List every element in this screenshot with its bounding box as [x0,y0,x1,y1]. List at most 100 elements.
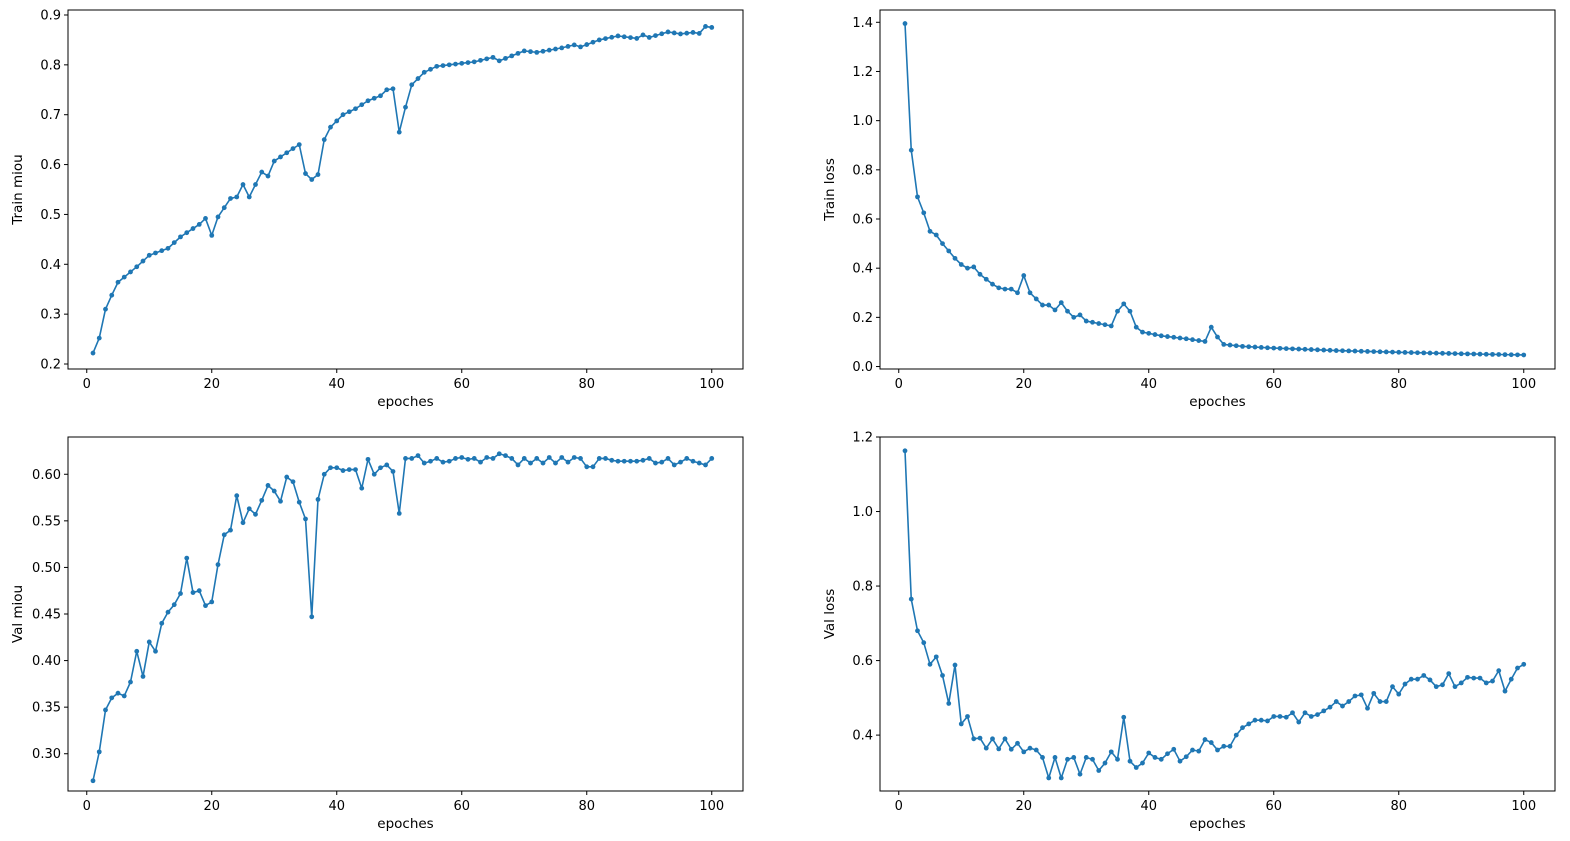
train-miou-data-point [653,33,658,38]
train-miou-x-tick-label: 40 [328,377,345,392]
val-miou-data-point [153,648,158,654]
val-miou-data-point [315,497,321,502]
train-miou-data-point [640,32,646,38]
val-miou-data-point [415,453,421,459]
train-loss-data-point [1008,286,1014,292]
train-miou-data-point [646,35,652,40]
train-miou-data-point [159,248,165,254]
train-miou-data-point [515,50,521,56]
train-loss-data-point [1190,337,1195,343]
val-loss-data-point [1033,747,1039,753]
train-miou-data-point [140,258,146,264]
train-miou-data-point [684,30,690,36]
val-miou-data-point [684,456,690,461]
train-loss-x-axis-label: epoches [1189,394,1245,410]
val-loss-data-point [1490,678,1495,684]
train-miou-data-point [459,60,465,66]
val-miou-y-tick-label: 0.30 [32,747,61,762]
val-miou-data-point [628,458,633,464]
val-loss-data-point [1071,755,1077,760]
train-miou-data-point [165,245,171,251]
val-miou-x-tick: 100 [699,791,724,814]
train-miou-axes-frame [67,9,744,370]
train-miou-data-point [334,118,340,124]
train-loss-data-point [1502,352,1508,358]
val-miou-data-point [171,602,177,608]
train-miou-x-tick-label: 80 [578,377,595,392]
val-loss-data-point [1452,684,1458,690]
train-loss-data-point [927,228,933,234]
train-loss-data-point [1458,351,1464,357]
train-loss-data-point [1240,343,1245,349]
train-miou-data-point [696,31,702,36]
val-loss-data-point [921,640,927,646]
train-miou-data-point [634,36,640,41]
val-miou-data-point [653,460,658,466]
train-loss-data-point [1515,352,1520,358]
val-miou-x-tick: 0 [83,791,91,814]
train-miou-data-point [540,48,546,54]
train-miou-data-point [96,335,102,341]
train-miou-data-point [234,194,240,200]
val-loss-x-tick: 0 [895,791,903,814]
train-loss-y-tick-label: 0.0 [852,360,873,375]
train-loss-y-tick-label: 0.2 [852,311,873,326]
val-miou-x-tick-label: 20 [203,799,220,814]
train-miou-data-point [628,35,633,40]
val-miou-data-point [690,458,696,464]
train-loss-y-tick-label: 1.4 [852,16,873,31]
val-loss-y-tick: 0.4 [852,729,880,744]
val-loss-data-point [1127,758,1133,764]
train-loss-data-point [1033,296,1039,302]
train-loss-x-tick-label: 60 [1265,377,1282,392]
train-loss-data-point [1277,345,1283,351]
val-loss-data-point [1121,714,1127,720]
train-miou-data-point [590,39,596,45]
train-miou-y-tick: 0.7 [40,108,68,123]
val-miou-data-point [259,497,265,503]
train-miou-data-point [178,234,183,240]
train-miou-x-tick: 80 [578,369,595,392]
train-loss-x-tick-label: 0 [895,377,903,392]
train-miou-x-axis-label: epoches [377,394,433,410]
val-loss-data-point [1315,712,1320,718]
train-loss-data-point [1365,349,1370,354]
train-loss-data-point [1271,345,1277,351]
val-miou-data-point [584,464,590,470]
val-miou-data-point [109,695,115,701]
train-loss-data-point [1440,350,1445,356]
val-loss-data-point [1377,699,1383,704]
train-miou-data-point [196,222,202,227]
train-loss-data-point [933,232,939,238]
train-loss-y-tick: 1.2 [852,65,880,80]
val-miou-chart: 0 20 40 60 80 100 0.30 0.35 0.40 0.45 0.50 0.55 0.60… [10,436,744,832]
val-miou-data-point [484,455,490,460]
train-loss-data-point [1083,318,1089,324]
val-loss-data-point [1358,692,1364,698]
train-miou-data-point [103,306,108,312]
val-miou-data-point [134,648,140,654]
train-miou-data-point [703,24,708,29]
train-miou-x-tick-label: 20 [203,377,220,392]
val-loss-y-axis-label: Val loss [822,589,838,640]
val-loss-data-point [971,736,977,742]
val-loss-data-point [1458,680,1464,686]
val-miou-data-point [540,460,546,466]
train-loss-x-tick-label: 20 [1015,377,1032,392]
train-loss-data-point [1133,324,1139,330]
val-loss-data-point [946,701,952,706]
train-miou-data-point [671,30,677,36]
train-loss-data-point [1015,290,1020,296]
val-loss-data-point [1058,775,1064,781]
val-miou-data-point [596,456,602,461]
train-miou-data-point [471,59,477,65]
val-miou-data-point [465,456,471,462]
val-loss-data-point [952,662,958,668]
val-miou-data-point [353,467,358,473]
val-loss-axes-frame [879,436,1556,792]
train-loss-y-tick-label: 0.8 [852,163,873,178]
train-miou-data-point [265,173,271,179]
train-miou-data-point [528,49,533,55]
train-miou-x-tick: 0 [83,369,91,392]
val-loss-data-point [1158,756,1164,762]
